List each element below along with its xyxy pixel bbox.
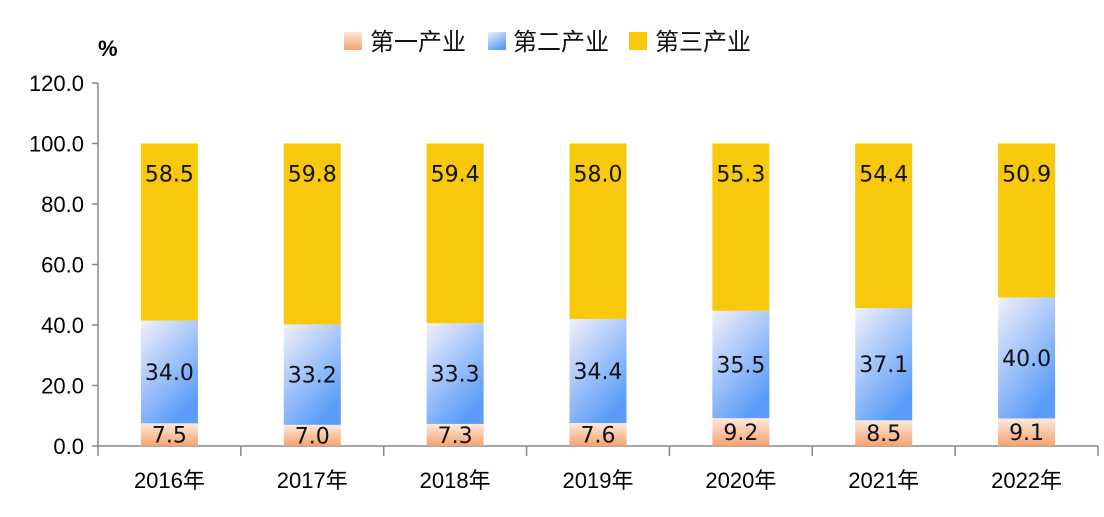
x-category-label: 2022年 — [991, 468, 1062, 493]
bar-segment-2 — [998, 297, 1056, 419]
bar-segment-3 — [855, 143, 913, 309]
y-axis: 0.0 20.0 40.0 60.0 80.0 100.0 120.0 — [29, 71, 99, 459]
legend-swatch — [629, 32, 647, 50]
data-label: 37.1 — [859, 353, 908, 378]
bar-segment-1 — [998, 418, 1056, 446]
bar-segment-3 — [998, 143, 1056, 298]
bar-segment-1 — [712, 418, 770, 446]
data-label: 7.3 — [438, 424, 473, 449]
bar-segment-3 — [283, 143, 341, 325]
legend-label: 第一产业 — [370, 28, 466, 56]
data-label: 50.9 — [1002, 163, 1051, 188]
legend-label: 第三产业 — [655, 28, 751, 56]
data-labels-group: 7.5 34.0 58.5 7.0 33.2 59.8 7.3 33.3 59.4 7.6 34.4… — [145, 163, 1051, 450]
bar-segment-2 — [569, 318, 627, 424]
x-category-label: 2021年 — [848, 468, 919, 493]
bar-segment-1 — [569, 423, 627, 446]
x-category-label: 2020年 — [705, 468, 776, 493]
data-label: 33.2 — [288, 364, 337, 389]
data-label: 34.4 — [574, 360, 623, 385]
bar-segment-3 — [426, 143, 484, 324]
data-label: 59.8 — [288, 163, 337, 188]
x-axis: 2016年 2017年 2018年 2019年 2020年 2021年 2022年 — [97, 445, 1099, 493]
data-label: 7.5 — [152, 424, 187, 449]
bar-segment-2 — [140, 320, 198, 424]
bar-segment-2 — [426, 323, 484, 424]
bar-segment-1 — [140, 423, 198, 446]
bar-segment-2 — [855, 308, 913, 421]
bar-segment-1 — [855, 420, 913, 446]
data-label: 58.5 — [145, 163, 194, 188]
x-category-label: 2016年 — [134, 468, 205, 493]
bar-segment-3 — [569, 143, 627, 319]
data-label: 59.4 — [431, 163, 480, 188]
legend-swatch — [488, 32, 506, 50]
bar-segment-2 — [283, 324, 341, 425]
legend-label: 第二产业 — [513, 28, 609, 56]
bar-segment-3 — [140, 143, 198, 321]
data-label: 9.1 — [1009, 421, 1044, 446]
bar-segment-1 — [426, 423, 484, 446]
x-category-label: 2018年 — [420, 468, 491, 493]
data-label: 34.0 — [145, 361, 194, 386]
bar-segment-1 — [283, 424, 341, 446]
bar-segment-3 — [712, 143, 770, 311]
x-category-label: 2019年 — [563, 468, 634, 493]
data-label: 8.5 — [866, 422, 901, 447]
data-label: 55.3 — [716, 163, 765, 188]
y-tick-label: 80.0 — [41, 192, 84, 217]
y-unit-label: % — [98, 36, 118, 61]
bar-segment-2 — [712, 310, 770, 419]
data-label: 7.0 — [295, 424, 330, 449]
data-label: 35.5 — [716, 353, 765, 378]
data-label: 54.4 — [859, 163, 908, 188]
data-label: 33.3 — [431, 363, 480, 388]
bars-group — [140, 143, 1056, 446]
y-tick-label: 20.0 — [41, 374, 84, 399]
y-tick-label: 0.0 — [53, 434, 84, 459]
data-label: 40.0 — [1002, 347, 1051, 372]
data-label: 58.0 — [574, 163, 623, 188]
y-tick-label: 120.0 — [29, 71, 84, 96]
data-label: 9.2 — [723, 421, 758, 446]
y-tick-label: 60.0 — [41, 253, 84, 278]
legend-swatch — [344, 32, 362, 50]
y-tick-label: 40.0 — [41, 313, 84, 338]
y-tick-label: 100.0 — [29, 132, 84, 157]
legend: 第一产业 第二产业 第三产业 — [344, 28, 751, 56]
x-category-label: 2017年 — [277, 468, 348, 493]
data-label: 7.6 — [581, 424, 616, 449]
